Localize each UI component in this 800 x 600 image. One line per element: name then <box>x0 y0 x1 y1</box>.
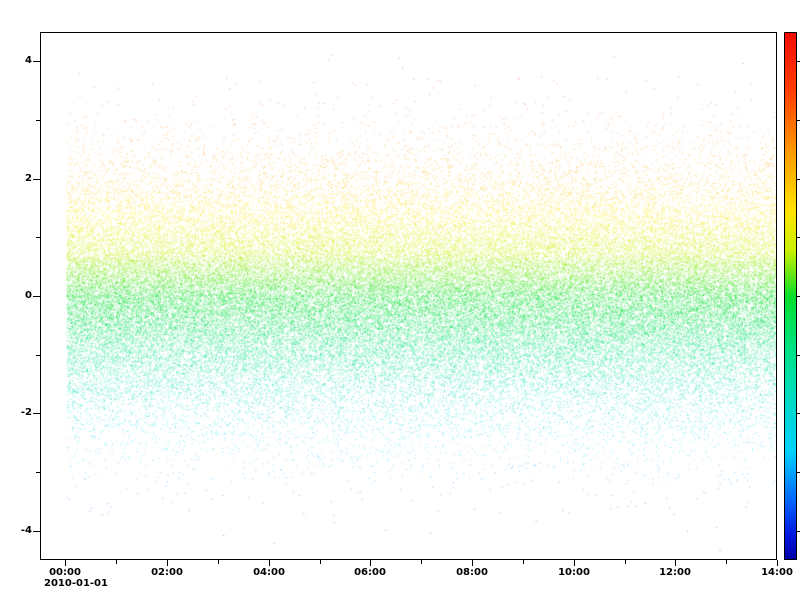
x-tick-label: 08:00 <box>456 567 488 578</box>
y-major-tick <box>33 179 40 180</box>
y-major-tick <box>33 61 40 62</box>
plot-area <box>40 32 777 560</box>
x-minor-tick <box>625 560 626 564</box>
x-tick-label: 12:00 <box>659 567 691 578</box>
y-minor-tick <box>36 355 40 356</box>
x-tick-label: 02:00 <box>151 567 183 578</box>
y-tick-label: -2 <box>20 407 32 418</box>
x-major-tick <box>472 560 473 566</box>
colorbar-tick <box>797 355 800 356</box>
x-major-tick <box>574 560 575 566</box>
x-tick-label: 10:00 <box>558 567 590 578</box>
x-tick-label: 06:00 <box>354 567 386 578</box>
colorbar-tick <box>797 296 800 297</box>
colorbar <box>784 32 797 560</box>
y-tick-label: 4 <box>25 55 32 66</box>
x-minor-tick <box>320 560 321 564</box>
y-tick-label: 2 <box>25 173 32 184</box>
colorbar-tick <box>797 413 800 414</box>
x-minor-tick <box>726 560 727 564</box>
x-major-tick <box>370 560 371 566</box>
x-tick-label: 04:00 <box>253 567 285 578</box>
y-minor-tick <box>36 472 40 473</box>
x-axis-date-label: 2010-01-01 <box>44 578 108 589</box>
x-minor-tick <box>116 560 117 564</box>
y-major-tick <box>33 531 40 532</box>
colorbar-tick <box>797 120 800 121</box>
x-major-tick <box>269 560 270 566</box>
y-tick-label: 0 <box>25 290 32 301</box>
x-major-tick <box>65 560 66 566</box>
scatter-points-canvas <box>41 33 776 559</box>
y-major-tick <box>33 296 40 297</box>
x-tick-label: 14:00 <box>761 567 793 578</box>
y-tick-label: -4 <box>20 525 32 536</box>
colorbar-tick <box>797 61 800 62</box>
colorbar-tick <box>797 179 800 180</box>
y-minor-tick <box>36 237 40 238</box>
colorbar-tick <box>797 237 800 238</box>
x-major-tick <box>167 560 168 566</box>
x-major-tick <box>675 560 676 566</box>
colorbar-tick <box>797 531 800 532</box>
x-tick-label: 00:00 <box>49 567 81 578</box>
colorbar-tick <box>797 472 800 473</box>
x-minor-tick <box>218 560 219 564</box>
y-major-tick <box>33 413 40 414</box>
x-minor-tick <box>523 560 524 564</box>
x-major-tick <box>777 560 778 566</box>
y-minor-tick <box>36 120 40 121</box>
x-minor-tick <box>421 560 422 564</box>
